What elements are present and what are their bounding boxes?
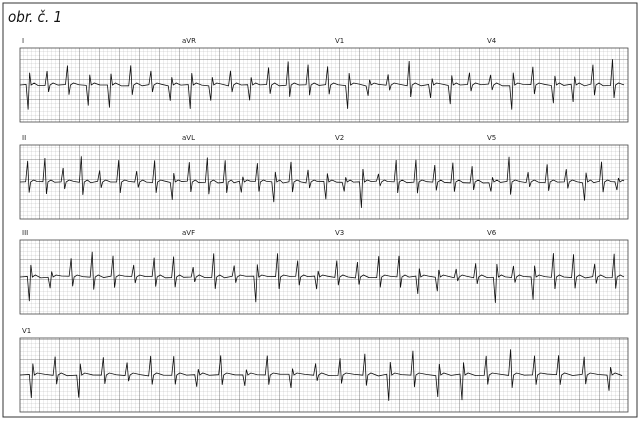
lead-label: II	[22, 134, 26, 142]
ecg-trace	[19, 251, 625, 303]
ecg-trace	[19, 59, 625, 110]
lead-label: V6	[487, 229, 497, 237]
lead-label: aVL	[182, 134, 195, 142]
ecg-grid	[19, 337, 629, 413]
lead-label: V1	[22, 327, 31, 335]
lead-label: aVF	[182, 229, 195, 237]
caption: obr. č. 1	[8, 8, 62, 26]
lead-label: V3	[335, 229, 344, 237]
lead-label: aVR	[182, 37, 196, 45]
lead-label: V5	[487, 134, 496, 142]
lead-label: III	[22, 229, 28, 237]
lead-label: V4	[487, 37, 497, 45]
ecg-trace	[19, 156, 625, 208]
lead-label: I	[22, 37, 24, 45]
lead-label: V1	[335, 37, 344, 45]
ecg-trace	[19, 349, 623, 401]
ecg-grid	[19, 47, 629, 123]
lead-label: V2	[335, 134, 344, 142]
